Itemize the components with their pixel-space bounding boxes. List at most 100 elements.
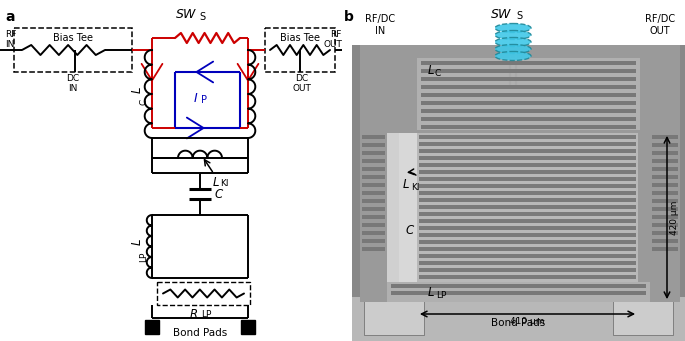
Bar	[362, 183, 385, 187]
Text: $L$: $L$	[132, 86, 145, 94]
Bar	[419, 205, 636, 209]
Bar	[362, 223, 385, 227]
Bar	[362, 135, 385, 139]
Text: S: S	[516, 11, 522, 21]
Bar	[419, 191, 636, 195]
Bar	[362, 191, 385, 195]
Text: DC
OUT: DC OUT	[292, 74, 312, 93]
Bar	[241, 320, 255, 334]
Text: LP: LP	[436, 291, 447, 299]
Text: 410 μm: 410 μm	[510, 317, 545, 326]
Bar	[419, 240, 636, 244]
Bar	[145, 320, 159, 334]
Bar	[652, 231, 678, 235]
Bar	[421, 77, 636, 81]
Text: KI: KI	[411, 183, 419, 193]
Bar	[362, 151, 385, 155]
Bar	[362, 207, 385, 211]
Bar	[362, 159, 385, 163]
Bar	[352, 0, 685, 45]
Bar	[387, 133, 650, 282]
Bar	[157, 282, 250, 305]
Bar	[419, 268, 636, 272]
Bar	[652, 191, 678, 195]
Bar	[419, 212, 636, 216]
Bar	[419, 184, 636, 188]
Bar	[417, 58, 640, 130]
Bar	[419, 226, 636, 230]
Text: LP: LP	[140, 251, 149, 262]
Bar	[419, 142, 636, 146]
Bar	[652, 239, 678, 243]
Bar	[652, 223, 678, 227]
Text: $L$: $L$	[402, 178, 410, 192]
Bar	[360, 45, 680, 298]
Text: b: b	[344, 10, 354, 24]
Text: RF
IN: RF IN	[5, 30, 16, 49]
Text: $C$: $C$	[405, 223, 415, 237]
Bar	[364, 300, 424, 335]
Bar	[362, 231, 385, 235]
Bar	[652, 159, 678, 163]
Bar	[652, 167, 678, 171]
Text: $L$: $L$	[427, 63, 435, 76]
Bar	[419, 177, 636, 181]
Bar	[419, 163, 636, 167]
Text: $C$: $C$	[214, 188, 224, 201]
Bar	[387, 133, 399, 282]
Bar	[652, 143, 678, 147]
Text: $I$: $I$	[192, 91, 198, 104]
Ellipse shape	[495, 24, 531, 32]
Bar	[391, 284, 646, 288]
Bar	[421, 117, 636, 121]
Text: KI: KI	[220, 179, 229, 188]
Text: 420 μm: 420 μm	[670, 200, 679, 235]
Bar	[352, 45, 685, 341]
Bar	[652, 207, 678, 211]
Bar	[362, 143, 385, 147]
Bar	[419, 247, 636, 251]
Text: LP: LP	[201, 310, 212, 319]
Bar	[421, 85, 636, 89]
Bar	[362, 239, 385, 243]
Bar	[362, 175, 385, 179]
Text: $L$: $L$	[212, 176, 220, 189]
Bar	[421, 93, 636, 97]
Text: Bias Tee: Bias Tee	[280, 33, 320, 43]
Ellipse shape	[495, 51, 531, 60]
Bar	[419, 170, 636, 174]
Bar	[652, 215, 678, 219]
Text: C: C	[140, 99, 149, 105]
Text: $SW$: $SW$	[175, 9, 198, 21]
Text: $SW$: $SW$	[490, 8, 513, 20]
Text: P: P	[201, 95, 207, 105]
Text: Bond Pads: Bond Pads	[491, 317, 546, 327]
Text: S: S	[199, 12, 205, 22]
Bar	[391, 291, 646, 295]
Bar	[421, 69, 636, 73]
Text: $L$: $L$	[132, 239, 145, 247]
Text: RF/DC
OUT: RF/DC OUT	[645, 14, 675, 36]
Bar	[419, 275, 636, 279]
Ellipse shape	[495, 30, 531, 40]
Bar	[352, 297, 685, 341]
Bar	[419, 219, 636, 223]
Bar	[265, 28, 335, 72]
Text: $L$: $L$	[427, 285, 435, 298]
Bar	[652, 151, 678, 155]
Bar	[652, 247, 678, 251]
Bar	[650, 133, 680, 302]
Bar	[421, 125, 636, 129]
Bar	[419, 261, 636, 265]
Text: $R$: $R$	[189, 308, 198, 321]
Bar	[362, 215, 385, 219]
Bar	[652, 175, 678, 179]
Ellipse shape	[495, 38, 531, 46]
Text: a: a	[5, 10, 14, 24]
Bar	[362, 199, 385, 203]
Bar	[652, 183, 678, 187]
Bar	[652, 199, 678, 203]
Bar	[421, 61, 636, 65]
Bar	[419, 254, 636, 258]
Bar	[360, 133, 387, 302]
